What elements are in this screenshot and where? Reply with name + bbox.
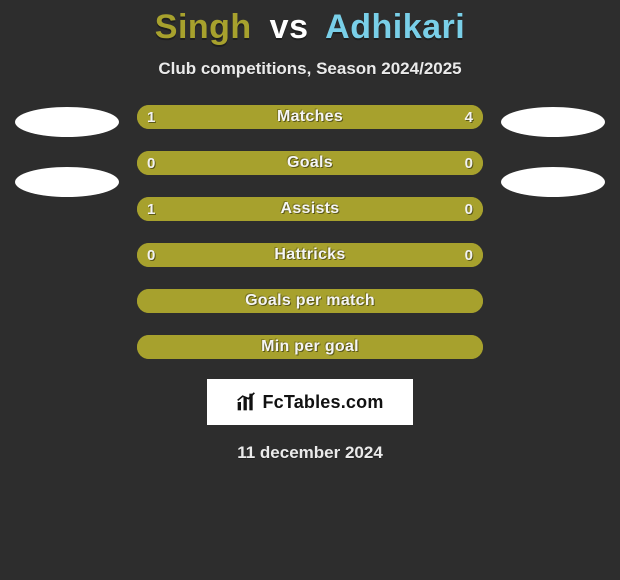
subtitle: Club competitions, Season 2024/2025 xyxy=(0,59,620,79)
comparison-bars: 14Matches 00Goals 10Assists 00Hattricks Goal… xyxy=(137,105,483,359)
branding-badge: FcTables.com xyxy=(207,379,413,425)
player2-team-badge-placeholder xyxy=(501,167,605,197)
comparison-infographic: Singh vs Adhikari Club competitions, Sea… xyxy=(0,0,620,580)
stat-row-right-fill xyxy=(397,197,484,221)
stat-row: 00Hattricks xyxy=(137,243,483,267)
player1-name: Singh xyxy=(155,8,252,46)
stat-row-left-fill xyxy=(137,335,483,359)
stat-row-left-fill xyxy=(137,289,483,313)
player1-team-badge-placeholder xyxy=(15,167,119,197)
left-avatar-column xyxy=(11,105,123,197)
date-label: 11 december 2024 xyxy=(0,443,620,463)
player1-avatar-placeholder xyxy=(15,107,119,137)
bar-chart-icon xyxy=(236,392,256,412)
player2-avatar-placeholder xyxy=(501,107,605,137)
branding-text: FcTables.com xyxy=(262,392,383,413)
stat-row-left-fill xyxy=(137,105,206,129)
stat-row-left-fill xyxy=(137,243,310,267)
stat-row: 00Goals xyxy=(137,151,483,175)
stat-row: Goals per match xyxy=(137,289,483,313)
stat-row-left-fill xyxy=(137,197,397,221)
stat-row: 10Assists xyxy=(137,197,483,221)
vs-label: vs xyxy=(270,8,309,46)
stat-row: 14Matches xyxy=(137,105,483,129)
right-avatar-column xyxy=(497,105,609,197)
stat-row: Min per goal xyxy=(137,335,483,359)
stat-row-right-fill xyxy=(206,105,483,129)
stat-row-right-fill xyxy=(310,151,483,175)
page-title: Singh vs Adhikari xyxy=(0,8,620,47)
stat-row-right-fill xyxy=(310,243,483,267)
player2-name: Adhikari xyxy=(325,8,465,46)
comparison-body: 14Matches 00Goals 10Assists 00Hattricks Goal… xyxy=(0,105,620,359)
stat-row-left-fill xyxy=(137,151,310,175)
